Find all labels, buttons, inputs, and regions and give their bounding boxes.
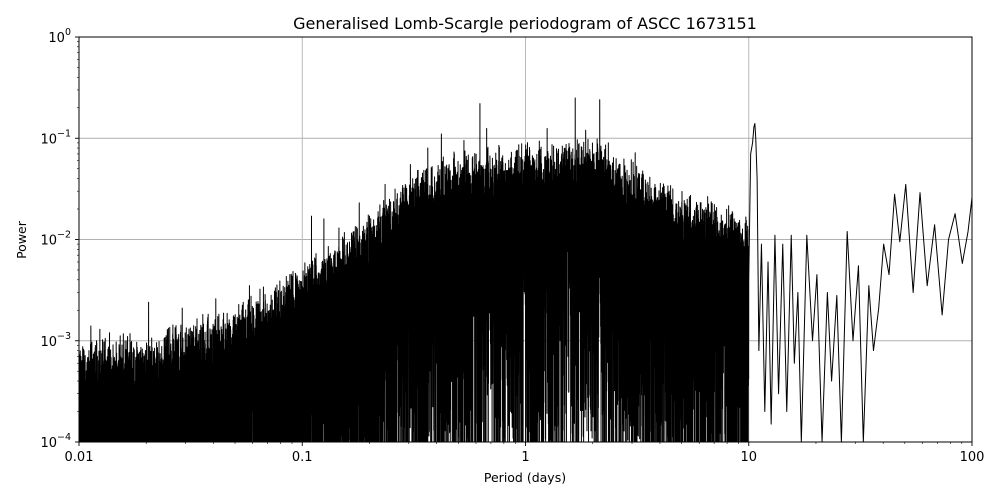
- axes-frame: [78, 36, 973, 443]
- y-tick-base: 10: [48, 31, 65, 46]
- x-axis-label: Period (days): [484, 470, 566, 485]
- y-tick-label: 10−3: [40, 331, 71, 350]
- series-line: [78, 97, 973, 443]
- y-tick-label: 100: [48, 27, 71, 46]
- y-tick-base: 10: [40, 234, 57, 249]
- y-tick-label: 10−1: [40, 128, 71, 147]
- axis-ticks: [75, 36, 973, 446]
- y-tick-exponent: −1: [57, 128, 71, 139]
- y-tick-label: 10−4: [40, 432, 71, 451]
- chart-title: Generalised Lomb-Scargle periodogram of …: [293, 14, 757, 33]
- y-tick-base: 10: [40, 335, 57, 350]
- y-tick-exponent: −4: [57, 432, 71, 443]
- x-tick-label: 1: [521, 450, 529, 465]
- y-tick-base: 10: [40, 436, 57, 451]
- x-tick-label: 10: [740, 450, 757, 465]
- x-tick-label: 100: [960, 450, 985, 465]
- y-tick-exponent: −3: [57, 331, 71, 342]
- y-tick-base: 10: [40, 132, 57, 147]
- x-tick-label: 0.1: [292, 450, 313, 465]
- y-tick-exponent: −2: [57, 230, 71, 241]
- x-tick-label: 0.01: [65, 450, 94, 465]
- plot-area: [78, 97, 973, 443]
- y-tick-exponent: 0: [65, 27, 71, 38]
- y-tick-label: 10−2: [40, 230, 71, 249]
- y-axis-label: Power: [14, 220, 29, 259]
